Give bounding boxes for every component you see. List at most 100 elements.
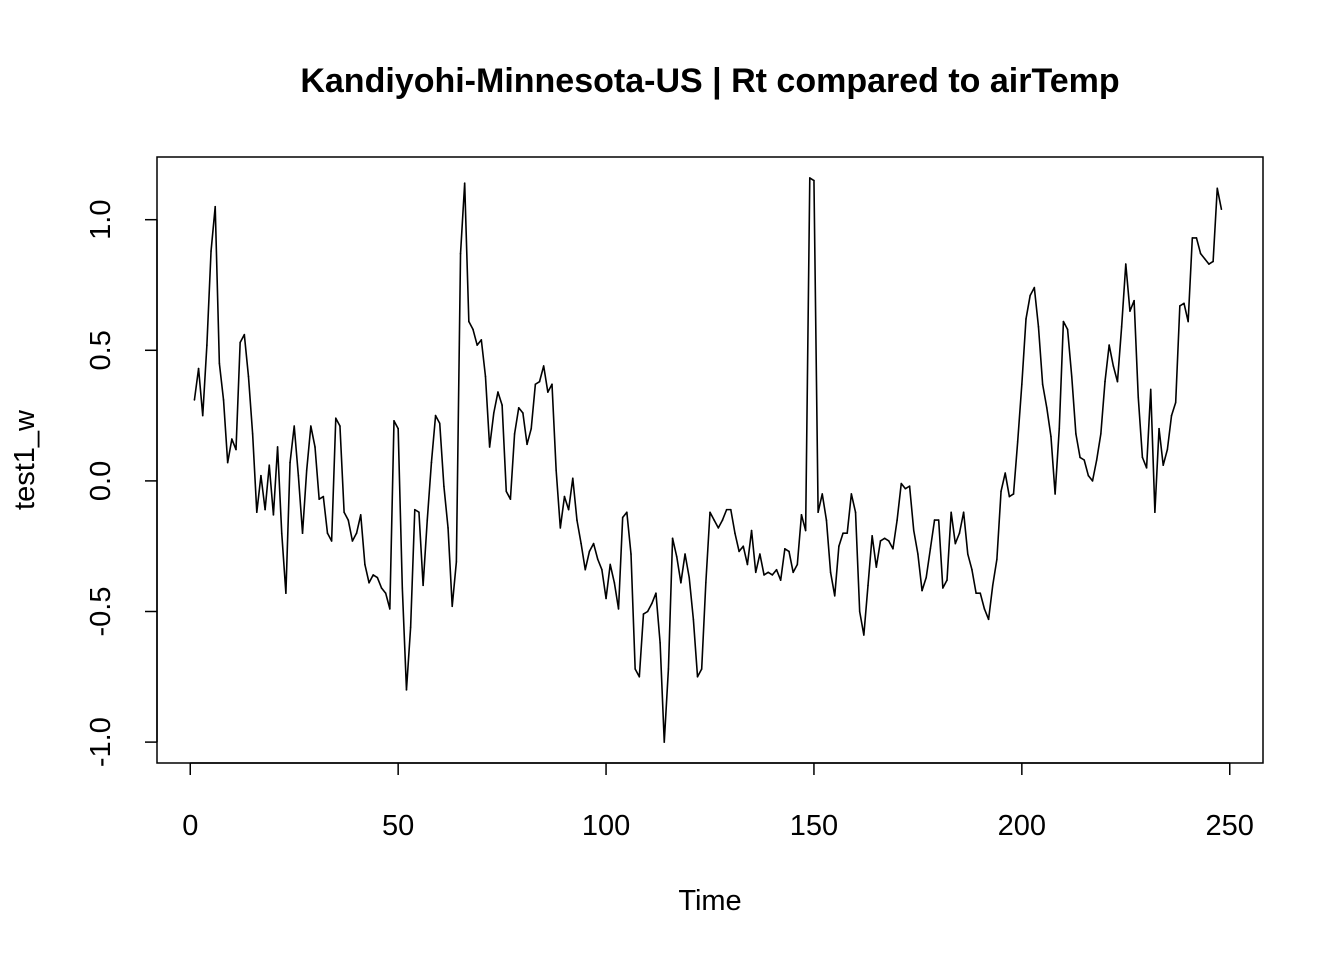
data-point bbox=[800, 514, 803, 516]
data-point bbox=[576, 519, 578, 521]
data-point bbox=[193, 399, 196, 401]
data-point bbox=[567, 508, 570, 511]
data-point bbox=[397, 427, 399, 430]
data-point bbox=[725, 508, 728, 511]
data-point bbox=[1220, 208, 1223, 211]
data-point bbox=[1087, 474, 1090, 477]
data-point bbox=[721, 519, 724, 521]
data-point bbox=[310, 425, 312, 427]
data-point bbox=[492, 412, 495, 414]
data-point bbox=[904, 487, 907, 490]
data-point bbox=[505, 490, 508, 493]
x-tick-label: 0 bbox=[182, 810, 198, 842]
data-point bbox=[609, 563, 612, 566]
data-point bbox=[231, 438, 233, 440]
data-point bbox=[1095, 459, 1098, 461]
data-point bbox=[476, 344, 478, 346]
data-point bbox=[675, 555, 678, 558]
data-point bbox=[468, 320, 470, 323]
data-point bbox=[1079, 456, 1081, 459]
data-point bbox=[630, 553, 632, 555]
data-point bbox=[247, 375, 250, 378]
data-point bbox=[892, 548, 894, 550]
data-point bbox=[680, 581, 682, 584]
x-tick-label: 250 bbox=[1206, 810, 1254, 842]
data-point bbox=[875, 566, 878, 568]
x-tick-label: 100 bbox=[582, 810, 630, 842]
data-point bbox=[671, 537, 674, 540]
data-point bbox=[364, 563, 366, 566]
data-point bbox=[501, 404, 503, 406]
data-point bbox=[833, 595, 836, 597]
data-point bbox=[684, 553, 686, 555]
data-point bbox=[692, 618, 695, 621]
y-tick-label: 0.5 bbox=[85, 330, 117, 370]
series-line-test1-w bbox=[193, 177, 1223, 743]
data-point bbox=[405, 689, 408, 691]
data-point bbox=[243, 333, 246, 336]
data-point bbox=[775, 568, 778, 571]
data-point bbox=[821, 493, 824, 495]
data-point bbox=[946, 579, 948, 581]
data-point bbox=[343, 511, 345, 514]
data-point bbox=[937, 519, 940, 521]
data-point bbox=[484, 375, 487, 378]
x-tick-label: 150 bbox=[790, 810, 838, 842]
data-point bbox=[563, 495, 566, 498]
y-tick-label: -1.0 bbox=[85, 717, 117, 767]
x-axis: 0 50 100 150 200 250 bbox=[182, 762, 1254, 842]
data-point bbox=[322, 495, 325, 498]
data-point bbox=[210, 250, 212, 252]
data-point bbox=[663, 741, 666, 743]
data-point bbox=[276, 446, 279, 448]
data-point bbox=[767, 571, 770, 574]
data-point bbox=[842, 532, 844, 534]
data-point bbox=[596, 558, 599, 561]
data-point bbox=[779, 579, 782, 581]
data-point bbox=[825, 519, 828, 521]
data-point bbox=[605, 597, 607, 600]
data-point bbox=[359, 514, 362, 516]
data-point bbox=[971, 568, 973, 571]
data-point bbox=[330, 540, 333, 542]
data-point bbox=[1041, 383, 1044, 386]
data-point bbox=[480, 339, 483, 341]
data-point bbox=[409, 626, 412, 628]
data-point bbox=[318, 498, 320, 500]
data-point bbox=[1012, 493, 1015, 495]
data-point bbox=[996, 558, 998, 561]
data-point bbox=[268, 464, 271, 467]
data-point bbox=[272, 514, 275, 516]
data-point bbox=[255, 511, 258, 514]
data-point bbox=[1070, 375, 1073, 378]
data-point bbox=[879, 540, 882, 542]
data-point bbox=[368, 581, 370, 584]
data-point bbox=[305, 469, 308, 472]
data-point bbox=[1045, 406, 1048, 409]
data-point bbox=[696, 676, 699, 678]
data-point bbox=[925, 576, 928, 579]
y-axis-label: test1_w bbox=[9, 409, 41, 510]
data-point bbox=[646, 610, 649, 613]
data-point bbox=[376, 576, 379, 579]
data-point bbox=[871, 534, 873, 537]
data-point bbox=[883, 537, 886, 540]
x-tick-label: 50 bbox=[382, 810, 414, 842]
data-point bbox=[1203, 258, 1206, 260]
data-point bbox=[559, 527, 562, 529]
data-point bbox=[547, 391, 549, 393]
data-point bbox=[1162, 464, 1165, 467]
y-axis: -1.0 -0.5 0.0 0.5 1.0 bbox=[85, 200, 158, 767]
data-point bbox=[987, 618, 990, 621]
data-point bbox=[513, 433, 516, 435]
data-point bbox=[538, 380, 541, 383]
data-point bbox=[908, 485, 911, 487]
data-point bbox=[659, 642, 661, 644]
data-point bbox=[966, 553, 969, 555]
data-point bbox=[917, 553, 919, 555]
data-point bbox=[301, 532, 304, 534]
data-point bbox=[497, 391, 499, 393]
data-point bbox=[222, 399, 225, 401]
data-point bbox=[954, 542, 957, 545]
